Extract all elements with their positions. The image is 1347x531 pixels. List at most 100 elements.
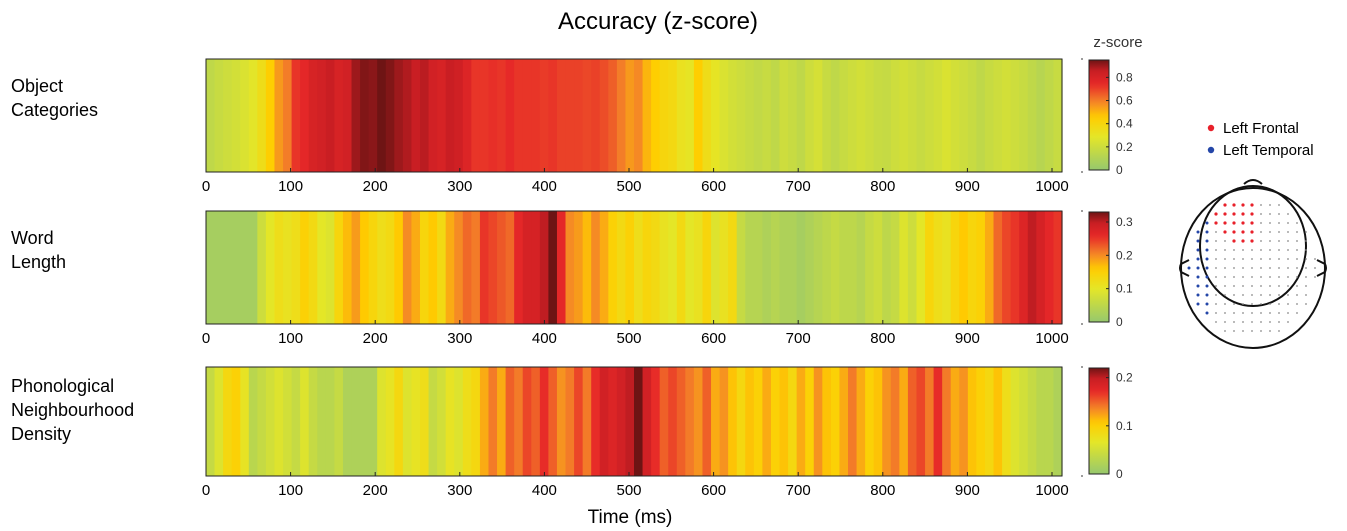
sensor-dot [1196,266,1200,270]
x-tick-label: 700 [786,482,811,499]
heatmap-cell [625,367,635,476]
sensor-dot [1215,285,1217,287]
heatmap-cell [428,59,438,172]
heatmap-cell [634,211,644,324]
colorbar [1088,211,1110,323]
sensor-dot [1196,239,1200,243]
heatmap-cell [360,211,370,324]
sensor-dot [1242,294,1244,296]
heatmap-cell [274,59,284,172]
heatmap-cell [805,59,815,172]
sensor-dot [1232,203,1236,207]
heatmap-cell [497,59,507,172]
heatmap-cell [514,367,524,476]
heatmap-cell [274,367,284,476]
heatmap-cell [385,367,395,476]
heatmap-cell [479,211,490,324]
heatmap-cell [616,59,627,172]
heatmap-cell [788,59,798,172]
heatmap-cell [865,59,875,172]
sensor-dot [1296,294,1298,296]
heatmap-cell [599,367,609,476]
x-tick-label: 400 [532,330,557,347]
sensor-dot [1224,312,1226,314]
sensor-dot [1242,267,1244,269]
x-tick-label: 600 [701,178,726,195]
heatmap-cell [865,367,875,476]
colorbar-marker [1081,58,1083,60]
heatmap-cell [591,211,601,324]
sensor-dot [1278,294,1280,296]
heatmap-cell [565,211,575,324]
heatmap-cell [770,59,781,172]
sensor-dot [1269,294,1271,296]
heatmap-cell [933,367,943,476]
heatmap-cell [993,211,1003,324]
sensor-dot [1269,303,1271,305]
heatmap-cell [693,367,704,476]
sensor-dot [1278,240,1280,242]
heatmap-cell [788,211,798,324]
heatmap-cell [676,211,686,324]
heatmap-cell [368,211,378,324]
heatmap-cell [950,211,960,324]
sensor-dot [1233,249,1235,251]
heatmap-cell [736,59,746,172]
heatmap-cell [445,211,455,324]
heatmap-cell [719,367,729,476]
heatmap-cell [360,367,370,476]
heatmap-cell [762,211,772,324]
sensor-dot [1215,321,1217,323]
heatmap-cell [428,367,438,476]
heatmap-cell [283,367,293,476]
sensor-dot [1269,231,1271,233]
colorbar-marker [1081,323,1083,325]
heatmap-cell [574,367,584,476]
heatmap-cell [925,59,935,172]
x-tick-label: 800 [870,482,895,499]
heatmap-cell [574,59,584,172]
sensor-dot [1287,231,1289,233]
sensor-dot [1269,204,1271,206]
chart-title: Accuracy (z-score) [558,8,758,35]
heatmap-cell [505,59,515,172]
heatmap-cell [351,59,361,172]
row-label: Phonological [11,376,114,396]
sensor-dot [1223,230,1227,234]
heatmap-cell [214,59,224,172]
heatmap-cell [625,211,635,324]
heatmap-cell [1053,59,1063,172]
sensor-dot [1224,330,1226,332]
sensor-dot [1250,212,1254,216]
heatmap-frame [205,58,1063,173]
heatmap-cell [976,367,986,476]
sensor-dot [1296,276,1298,278]
sensor-dot [1260,213,1262,215]
x-tick-label: 0 [202,178,210,195]
x-tick-label: 700 [786,178,811,195]
sensor-dot [1215,276,1217,278]
heatmap-cell [753,59,763,172]
heatmap-cell [942,59,952,172]
sensor-dot [1305,240,1307,242]
colorbar-tick-label: 0 [1116,467,1123,481]
heatmap-cell [257,59,267,172]
sensor-dot [1205,248,1209,252]
heatmap-cell [984,59,995,172]
heatmap-cell [308,59,318,172]
sensor-dot [1196,302,1200,306]
colorbar [1088,367,1110,475]
heatmap-cell [377,211,387,324]
heatmap-cell [223,367,233,476]
sensor-dot [1233,294,1235,296]
heatmap-cell [728,59,738,172]
x-tick-label: 400 [532,482,557,499]
sensor-dot [1251,267,1253,269]
heatmap-cell [899,367,909,476]
heatmap-cell [223,59,233,172]
sensor-dot [1269,285,1271,287]
heatmap-panel: 0 100 200 300 400 500 600 700 800 900 1000 Object Ca… [11,58,1133,195]
heatmap-cell [522,59,532,172]
sensor-dot [1251,249,1253,251]
sensor-dot [1205,230,1209,234]
